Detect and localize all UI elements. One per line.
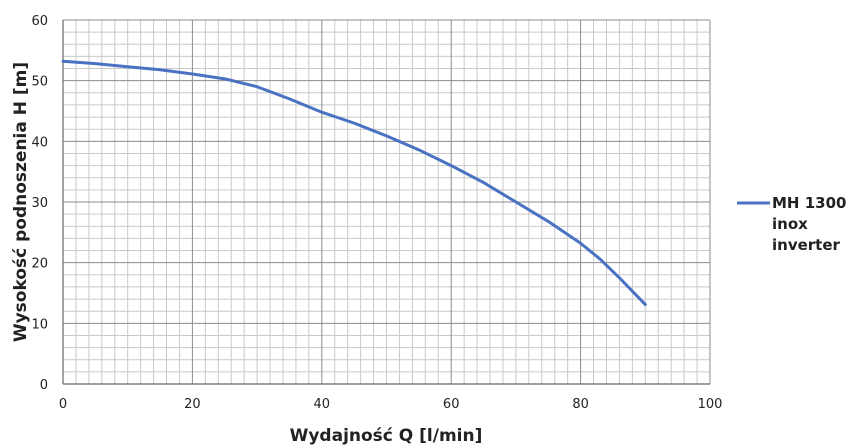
y-tick-label: 60 — [31, 14, 48, 29]
x-tick-labels: 0 20 40 60 80 100 — [59, 397, 723, 412]
series-line — [61, 59, 647, 307]
y-tick-label: 50 — [31, 75, 48, 90]
axes — [62, 20, 710, 385]
x-tick-label: 0 — [59, 397, 67, 412]
y-axis-title: Wysokość podnoszenia H [m] — [11, 62, 31, 342]
x-tick-label: 40 — [314, 397, 331, 412]
legend-label-line-2: inox — [772, 215, 808, 233]
legend-label-line-1: MH 1300 — [772, 194, 846, 212]
series-layer — [61, 59, 647, 307]
y-tick-label: 0 — [40, 378, 48, 393]
x-tick-label: 20 — [184, 397, 201, 412]
x-tick-label: 80 — [572, 397, 589, 412]
legend: MH 1300 inox inverter — [737, 194, 846, 254]
y-tick-labels: 0 10 20 30 40 50 60 — [31, 14, 48, 393]
y-tick-label: 30 — [31, 196, 48, 211]
y-tick-label: 20 — [31, 257, 48, 272]
x-tick-label: 100 — [698, 397, 723, 412]
y-tick-label: 40 — [31, 135, 48, 150]
y-tick-label: 10 — [31, 317, 48, 332]
x-tick-label: 60 — [443, 397, 460, 412]
x-axis-title: Wydajność Q [l/min] — [290, 426, 483, 446]
legend-label-line-3: inverter — [772, 236, 841, 254]
